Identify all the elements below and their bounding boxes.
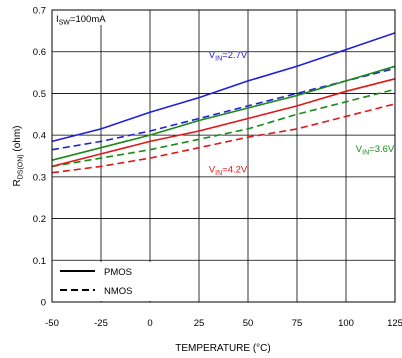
y-tick-labels: 0 0.1 0.2 0.3 0.4 0.5 0.6 0.7 bbox=[33, 6, 46, 309]
x-tick-label: 100 bbox=[338, 318, 354, 329]
condition-label-background bbox=[53, 11, 129, 25]
y-tick-label: 0.3 bbox=[33, 172, 46, 183]
x-tick-label: 0 bbox=[147, 318, 152, 329]
condition-label: ISW=100mA bbox=[56, 14, 106, 27]
y-tick-label: 0 bbox=[41, 298, 46, 309]
y-tick-label: 0.1 bbox=[33, 256, 46, 267]
annotation-vin-label: VIN=4.2V bbox=[209, 165, 248, 178]
y-tick-label: 0.2 bbox=[33, 214, 46, 225]
y-tick-label: 0.5 bbox=[33, 89, 46, 100]
annotation-vin-label: VIN=3.6V bbox=[356, 144, 395, 157]
y-axis-title: RDS(ON) (ohm) bbox=[12, 125, 25, 186]
series-line-0 bbox=[51, 32, 396, 143]
plot-frame bbox=[51, 9, 396, 303]
legend-pmos-label: PMOS bbox=[104, 267, 132, 278]
legend-background bbox=[53, 262, 153, 301]
x-tick-label: 125 bbox=[387, 318, 402, 329]
y-tick-label: 0.7 bbox=[33, 6, 46, 17]
series-line-5 bbox=[51, 103, 396, 174]
x-tick-label: -25 bbox=[94, 318, 108, 329]
x-tick-label: -50 bbox=[45, 318, 59, 329]
annotation-vin-label: VIN=2.7V bbox=[209, 50, 248, 63]
y-tick-label: 0.6 bbox=[33, 47, 46, 58]
legend-nmos-label: NMOS bbox=[104, 286, 133, 297]
x-tick-labels: -50 -25 0 25 50 75 100 125 bbox=[45, 318, 402, 329]
series-line-1 bbox=[51, 67, 396, 151]
x-tick-label: 75 bbox=[292, 318, 303, 329]
x-tick-label: 25 bbox=[194, 318, 205, 329]
series-line-4 bbox=[51, 78, 396, 168]
series-line-2 bbox=[51, 65, 396, 161]
series-line-3 bbox=[51, 88, 396, 168]
legend: PMOS NMOS bbox=[53, 262, 153, 301]
series-layer bbox=[51, 32, 396, 174]
curve-annotations: VIN=2.7V VIN=3.6V VIN=4.2V bbox=[209, 50, 395, 177]
y-tick-label: 0.4 bbox=[33, 131, 46, 142]
x-tick-label: 50 bbox=[243, 318, 254, 329]
x-axis-title: TEMPERATURE (°C) bbox=[175, 343, 270, 354]
